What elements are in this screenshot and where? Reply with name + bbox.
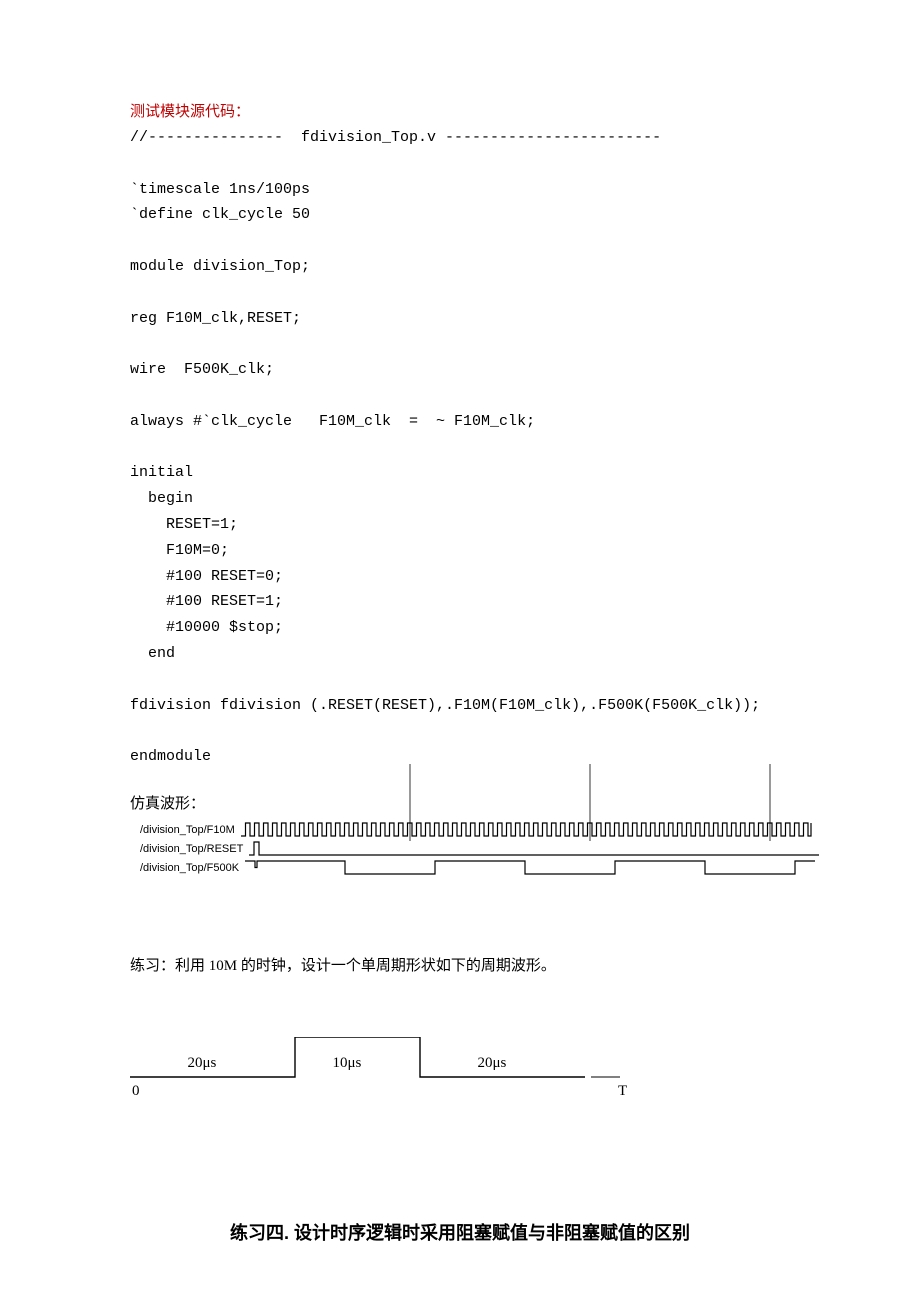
sim-wave-label: 仿真波形： — [130, 792, 790, 813]
pulse-label: T — [618, 1083, 627, 1100]
pulse-label: 10μs — [333, 1055, 362, 1072]
pulse-label: 20μs — [188, 1055, 217, 1072]
waveform-diagram: /division_Top/F10M/division_Top/RESET/di… — [140, 821, 790, 898]
heading-test-module: 测试模块源代码： — [130, 100, 790, 121]
exercise-text: 练习：利用 10M 的时钟，设计一个单周期形状如下的周期波形。 — [130, 954, 790, 975]
exercise-4-title: 练习四. 设计时序逻辑时采用阻塞赋值与非阻塞赋值的区别 — [130, 1219, 790, 1245]
pulse-label: 20μs — [478, 1055, 507, 1072]
code-block: //--------------- fdivision_Top.v ------… — [130, 125, 790, 770]
pulse-diagram: 20μs 10μs 20μs 0 T — [130, 1037, 790, 1147]
pulse-label: 0 — [132, 1083, 140, 1100]
